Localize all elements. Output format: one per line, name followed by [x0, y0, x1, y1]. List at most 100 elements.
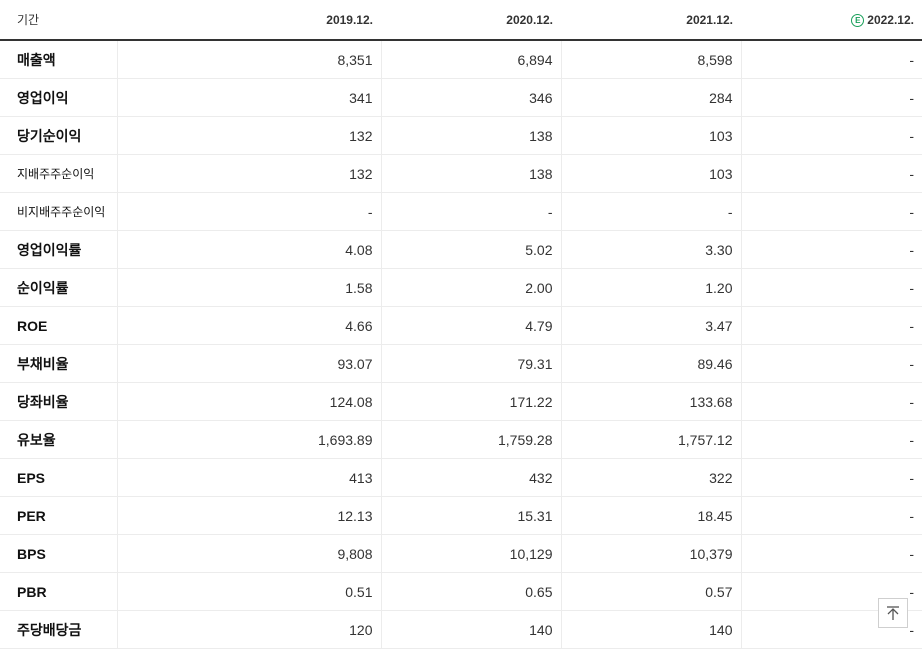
table-row: 부채비율 93.07 79.31 89.46- — [0, 344, 922, 383]
table-cell: - — [740, 458, 922, 497]
table-cell: 103 — [560, 116, 741, 155]
column-header: 2019.12. — [117, 0, 381, 41]
table-cell: 6,894 — [380, 40, 561, 79]
table-cell: 10,129 — [380, 534, 561, 573]
table-cell: 1,759.28 — [380, 420, 561, 459]
table-cell: 103 — [560, 154, 741, 193]
table-row: BPS 9,808 10,129 10,379- — [0, 534, 922, 573]
row-label: ROE — [0, 306, 117, 345]
scroll-to-top-button[interactable] — [878, 598, 908, 628]
table-cell: 79.31 — [380, 344, 561, 383]
table-cell: 413 — [116, 458, 381, 497]
row-label: 순이익률 — [0, 268, 117, 307]
table-cell: 432 — [380, 458, 561, 497]
table-cell: 15.31 — [380, 496, 561, 535]
table-cell: 12.13 — [116, 496, 381, 535]
table-cell: 138 — [380, 154, 561, 193]
table-row: 당좌비율 124.08 171.22 133.68- — [0, 382, 922, 421]
table-cell: 93.07 — [116, 344, 381, 383]
table-cell: - — [380, 192, 561, 231]
table-cell: 171.22 — [380, 382, 561, 421]
row-label: 부채비율 — [0, 344, 117, 383]
table-cell: 120 — [116, 610, 381, 649]
table-cell: 8,598 — [560, 40, 741, 79]
row-label: PER — [0, 496, 117, 535]
table-cell: - — [740, 78, 922, 117]
table-cell: - — [560, 192, 741, 231]
table-cell: 4.66 — [116, 306, 381, 345]
table-cell: 138 — [380, 116, 561, 155]
table-cell: - — [740, 40, 922, 79]
table-row: PER 12.13 15.31 18.45- — [0, 496, 922, 535]
table-cell: 284 — [560, 78, 741, 117]
table-cell: 0.51 — [116, 572, 381, 611]
table-row: 유보율 1,693.89 1,759.28 1,757.12- — [0, 420, 922, 459]
table-cell: 132 — [116, 116, 381, 155]
table-cell: 18.45 — [560, 496, 741, 535]
table-cell: 4.79 — [380, 306, 561, 345]
table-cell: - — [740, 306, 922, 345]
period-header: 기간 — [0, 0, 117, 41]
row-label: BPS — [0, 534, 117, 573]
table-cell: 140 — [560, 610, 741, 649]
table-cell: - — [740, 268, 922, 307]
table-cell: - — [740, 382, 922, 421]
row-label: 비지배주주순이익 — [0, 192, 117, 231]
table-cell: - — [740, 534, 922, 573]
row-label: EPS — [0, 458, 117, 497]
column-header: 2020.12. — [381, 0, 561, 41]
row-label: 주당배당금 — [0, 610, 117, 649]
table-cell: 140 — [380, 610, 561, 649]
table-header-row: 기간 2019.12. 2020.12. 2021.12. E 2022.12. — [0, 0, 922, 41]
estimate-badge-icon: E — [851, 13, 865, 27]
table-cell: - — [740, 192, 922, 231]
table-cell: 10,379 — [560, 534, 741, 573]
table-row: 영업이익 341 346 284- — [0, 78, 922, 117]
table-cell: 1.20 — [560, 268, 741, 307]
column-header: 2021.12. — [561, 0, 741, 41]
table-cell: - — [740, 344, 922, 383]
table-cell: - — [116, 192, 381, 231]
table-cell: 346 — [380, 78, 561, 117]
table-row: 당기순이익 132 138 103- — [0, 116, 922, 155]
table-cell: - — [740, 420, 922, 459]
arrow-up-to-top-icon — [887, 606, 899, 620]
table-cell: 341 — [116, 78, 381, 117]
table-row: ROE 4.66 4.79 3.47- — [0, 306, 922, 345]
row-label: 지배주주순이익 — [0, 154, 117, 193]
row-label: 당기순이익 — [0, 116, 117, 155]
table-row: EPS 413 432 322- — [0, 458, 922, 497]
table-row: 주당배당금 120 140 140- — [0, 610, 922, 649]
table-row: 지배주주순이익 132 138 103- — [0, 154, 922, 193]
table-row: 순이익률 1.58 2.00 1.20- — [0, 268, 922, 307]
table-cell: 5.02 — [380, 230, 561, 269]
table-cell: 322 — [560, 458, 741, 497]
table-cell: 0.57 — [560, 572, 741, 611]
column-header-label: 2022.12. — [867, 12, 914, 27]
table-cell: 1,757.12 — [560, 420, 741, 459]
table-cell: 2.00 — [380, 268, 561, 307]
table-cell: 8,351 — [116, 40, 381, 79]
row-label: PBR — [0, 572, 117, 611]
row-label: 매출액 — [0, 40, 117, 79]
table-cell: 132 — [116, 154, 381, 193]
table-cell: 89.46 — [560, 344, 741, 383]
column-header-estimate: E 2022.12. — [741, 0, 922, 41]
table-cell: 1.58 — [116, 268, 381, 307]
table-row: PBR 0.51 0.65 0.57- — [0, 572, 922, 611]
table-cell: 124.08 — [116, 382, 381, 421]
table-cell: 133.68 — [560, 382, 741, 421]
table-cell: - — [740, 116, 922, 155]
row-label: 당좌비율 — [0, 382, 117, 421]
table-cell: 9,808 — [116, 534, 381, 573]
table-cell: 3.30 — [560, 230, 741, 269]
table-cell: - — [740, 496, 922, 535]
row-label: 유보율 — [0, 420, 117, 459]
table-cell: 3.47 — [560, 306, 741, 345]
table-cell: 4.08 — [116, 230, 381, 269]
table-cell: - — [740, 230, 922, 269]
row-label: 영업이익률 — [0, 230, 117, 269]
table-cell: 0.65 — [380, 572, 561, 611]
table-row: 매출액 8,351 6,894 8,598- — [0, 40, 922, 79]
